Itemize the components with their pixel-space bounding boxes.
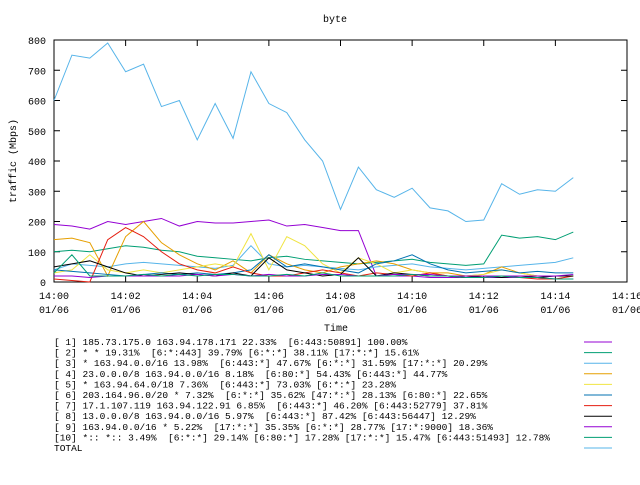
- y-tick-label: 200: [28, 219, 46, 230]
- x-tick-label: 14:06: [254, 292, 284, 303]
- x-tick-date: 01/06: [469, 305, 499, 317]
- x-tick-date: 01/06: [540, 305, 570, 317]
- legend-label: [ 1] 185.73.175.0 163.94.178.171 22.33% …: [54, 337, 408, 348]
- series-line: [53, 244, 574, 271]
- series-line: [53, 232, 574, 277]
- x-tick-date: 01/06: [39, 305, 69, 317]
- y-tick-label: 800: [28, 37, 46, 48]
- y-tick-label: 400: [28, 158, 46, 169]
- y-tick-label: 0: [40, 279, 46, 290]
- x-tick-label: 14:12: [469, 292, 499, 303]
- legend-label: [ 7] 17.1.107.119 163.94.122.91 6.85% [6…: [54, 401, 488, 412]
- x-tick-date: 01/06: [111, 305, 141, 317]
- legend-label: [ 8] 13.0.0.0/8 163.94.0.0/16 5.97% [6:4…: [54, 411, 476, 422]
- x-axis-label: Time: [324, 323, 348, 335]
- x-tick-date: 01/06: [397, 305, 427, 317]
- y-tick-label: 500: [28, 128, 46, 139]
- y-tick-label: 300: [28, 188, 46, 199]
- x-tick-label: 14:14: [540, 292, 570, 303]
- legend-label: [10] *:: *:: 3.49% [6:*:*] 29.14% [6:80:…: [54, 432, 550, 443]
- legend-label: [ 5] * 163.94.64.0/18 7.36% [6:443:*] 73…: [54, 379, 396, 390]
- series-line: [53, 231, 574, 266]
- x-tick-label: 14:02: [111, 292, 141, 303]
- series-line: [53, 42, 574, 223]
- y-tick-label: 100: [28, 249, 46, 260]
- legend-label: [ 2] * * 19.31% [6:*:443] 39.79% [6:*:*]…: [54, 348, 419, 359]
- chart-title: byte: [323, 14, 347, 26]
- x-tick-label: 14:04: [182, 292, 212, 303]
- x-tick-date: 01/06: [182, 305, 212, 317]
- legend-label: TOTAL: [54, 443, 83, 454]
- legend-label: [ 4] 23.0.0.0/8 163.94.0.0/16 8.18% [6:8…: [54, 369, 448, 380]
- legend-label: [ 6] 203.164.96.0/20 * 7.32% [6:*:*] 35.…: [54, 390, 488, 401]
- y-tick-label: 700: [28, 67, 46, 78]
- legend-label: [ 3] * 163.94.0.0/16 13.98% [6:443:*] 47…: [54, 358, 488, 369]
- y-tick-label: 600: [28, 98, 46, 109]
- x-tick-label: 14:10: [397, 292, 427, 303]
- x-tick-date: 01/06: [254, 305, 284, 317]
- y-axis-label: traffic (Mbps): [8, 119, 20, 203]
- series-line: [53, 254, 574, 280]
- x-tick-label: 14:00: [39, 292, 69, 303]
- series-line: [54, 273, 574, 278]
- x-tick-date: 01/06: [612, 305, 640, 317]
- x-tick-label: 14:16: [612, 292, 640, 303]
- legend-label: [ 9] 163.94.0.0/16 * 5.22% [17:*:*] 35.3…: [54, 422, 493, 433]
- x-tick-label: 14:08: [325, 292, 355, 303]
- x-tick-date: 01/06: [325, 305, 355, 317]
